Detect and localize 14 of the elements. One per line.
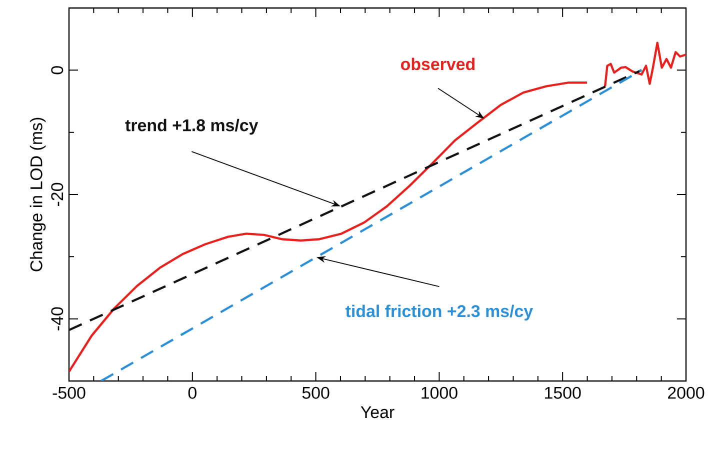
annotation: observed	[400, 58, 475, 70]
y-axis-title: Change in LOD (ms)	[30, 118, 46, 272]
annotation: tidal friction +2.3 ms/cy	[346, 304, 533, 321]
x-tick-label: 1500	[545, 386, 581, 399]
x-tick-label: -500	[52, 386, 86, 399]
x-tick-label: 500	[302, 386, 330, 399]
x-tick-label: 0	[188, 386, 196, 399]
y-tick-label: 0	[51, 66, 64, 74]
y-tick-label: -40	[51, 307, 64, 330]
x-axis-title: Year	[360, 406, 394, 418]
x-tick-label: 1000	[422, 386, 458, 399]
annotation: trend +1.8 ms/cy	[125, 118, 258, 135]
x-tick-label: 2000	[668, 386, 704, 399]
y-tick-label: -20	[51, 182, 64, 206]
